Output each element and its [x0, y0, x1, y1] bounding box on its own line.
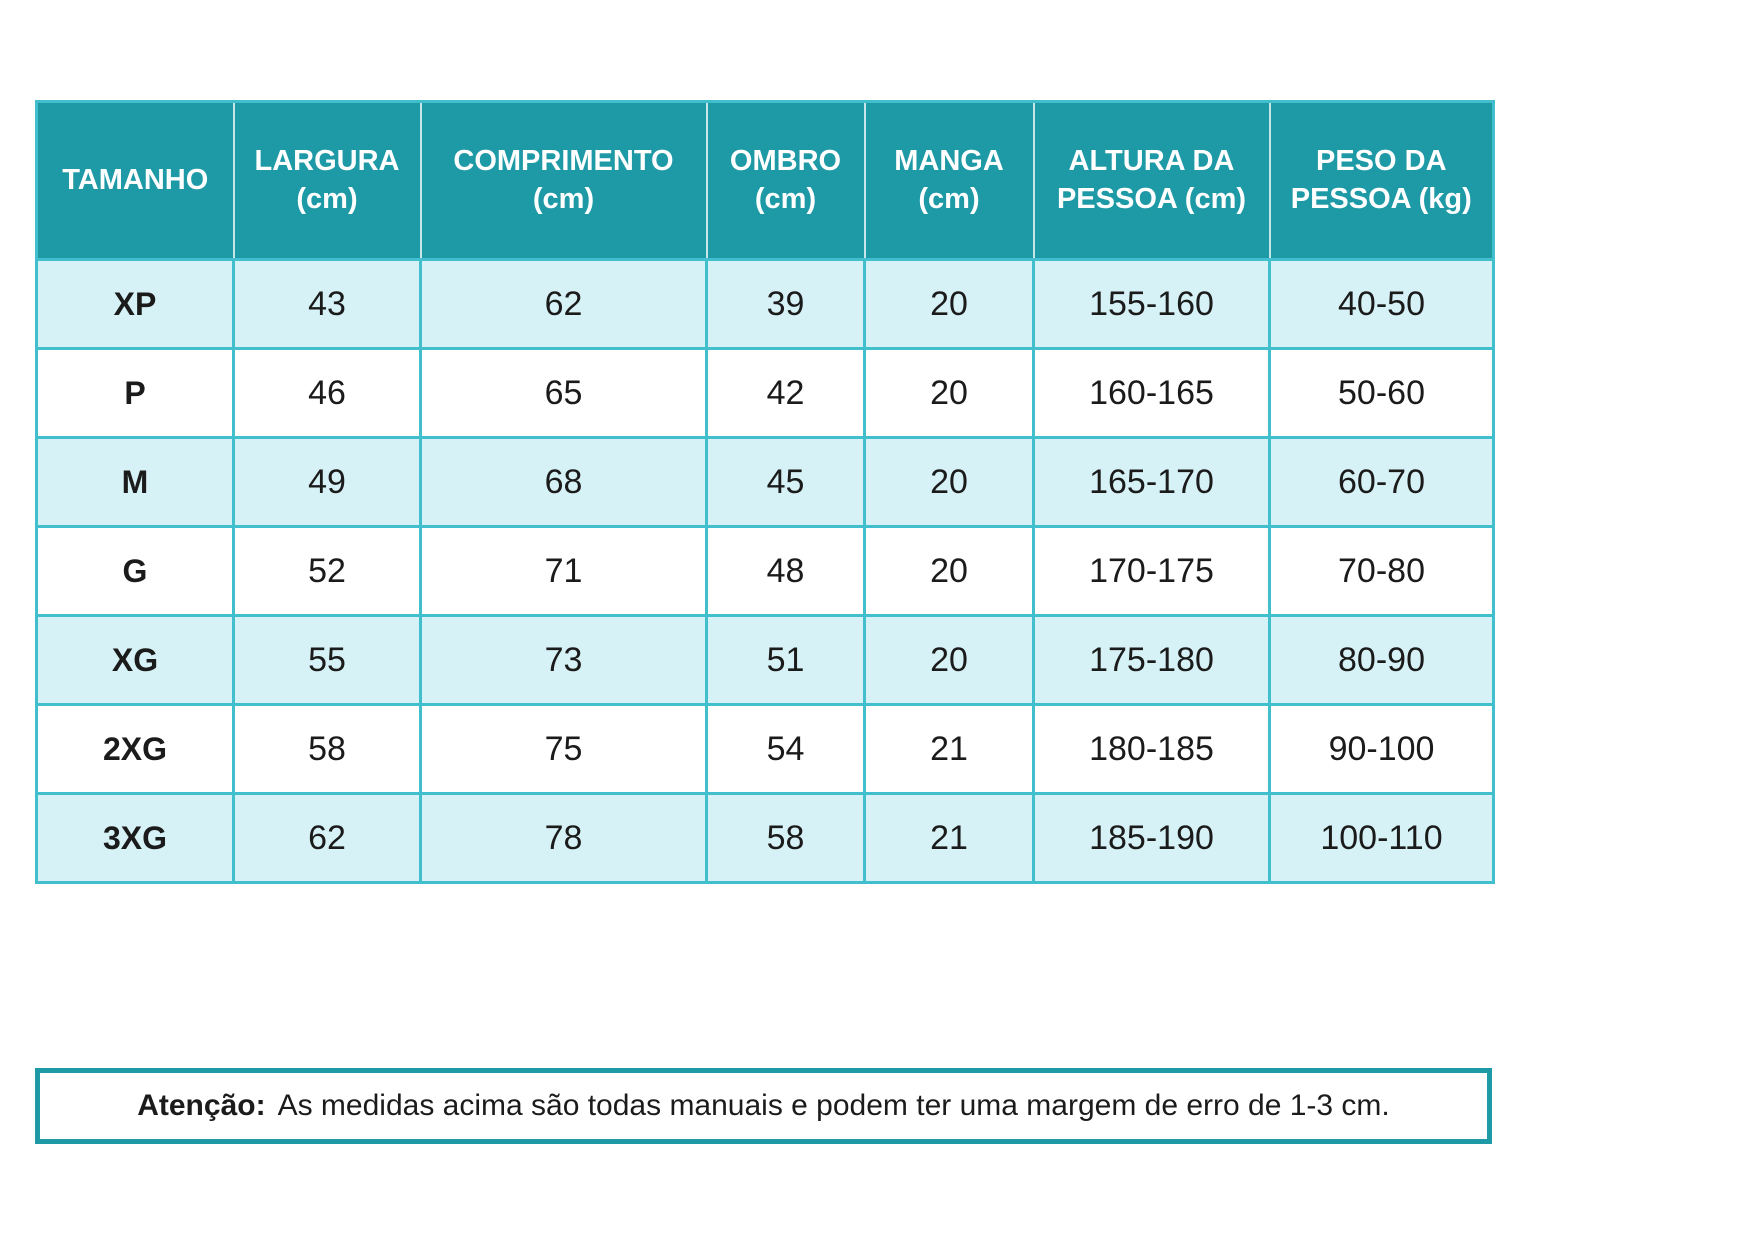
table-row-xp: XP 43 62 39 20 155-160 40-50	[35, 258, 1495, 350]
cell-largura: 52	[232, 525, 422, 617]
cell-manga: 21	[863, 792, 1035, 884]
cell-size: M	[35, 436, 235, 528]
cell-ombro: 48	[705, 525, 866, 617]
cell-comprimento: 65	[419, 347, 708, 439]
cell-ombro: 54	[705, 703, 866, 795]
cell-size: 2XG	[35, 703, 235, 795]
col-header-tamanho: TAMANHO	[35, 100, 235, 261]
cell-size: XG	[35, 614, 235, 706]
cell-peso: 100-110	[1268, 792, 1495, 884]
cell-comprimento: 68	[419, 436, 708, 528]
cell-comprimento: 78	[419, 792, 708, 884]
col-header-largura: LARGURA (cm)	[232, 100, 422, 261]
cell-peso: 50-60	[1268, 347, 1495, 439]
table-row-xg: XG 55 73 51 20 175-180 80-90	[35, 614, 1495, 706]
cell-altura: 175-180	[1032, 614, 1271, 706]
attention-note-box: Atenção: As medidas acima são todas manu…	[35, 1068, 1492, 1144]
cell-peso: 60-70	[1268, 436, 1495, 528]
cell-ombro: 51	[705, 614, 866, 706]
cell-ombro: 45	[705, 436, 866, 528]
cell-comprimento: 75	[419, 703, 708, 795]
cell-size: XP	[35, 258, 235, 350]
col-header-peso: PESO DA PESSOA (kg)	[1268, 100, 1495, 261]
cell-comprimento: 62	[419, 258, 708, 350]
size-chart-table: TAMANHO LARGURA (cm) COMPRIMENTO (cm) OM…	[35, 100, 1495, 884]
col-header-comprimento: COMPRIMENTO (cm)	[419, 100, 708, 261]
cell-manga: 21	[863, 703, 1035, 795]
table-header: TAMANHO LARGURA (cm) COMPRIMENTO (cm) OM…	[35, 100, 1495, 261]
cell-altura: 160-165	[1032, 347, 1271, 439]
col-header-ombro: OMBRO (cm)	[705, 100, 866, 261]
table-body: XP 43 62 39 20 155-160 40-50 P 46 65 42 …	[35, 258, 1495, 884]
table-row-2xg: 2XG 58 75 54 21 180-185 90-100	[35, 703, 1495, 795]
table-row-m: M 49 68 45 20 165-170 60-70	[35, 436, 1495, 528]
attention-note-label: Atenção:	[137, 1089, 266, 1122]
cell-manga: 20	[863, 436, 1035, 528]
cell-largura: 49	[232, 436, 422, 528]
cell-peso: 90-100	[1268, 703, 1495, 795]
cell-largura: 62	[232, 792, 422, 884]
cell-altura: 170-175	[1032, 525, 1271, 617]
cell-peso: 40-50	[1268, 258, 1495, 350]
cell-ombro: 39	[705, 258, 866, 350]
cell-largura: 43	[232, 258, 422, 350]
table-row-g: G 52 71 48 20 170-175 70-80	[35, 525, 1495, 617]
cell-size: 3XG	[35, 792, 235, 884]
table-row-3xg: 3XG 62 78 58 21 185-190 100-110	[35, 792, 1495, 884]
cell-comprimento: 71	[419, 525, 708, 617]
cell-manga: 20	[863, 258, 1035, 350]
cell-manga: 20	[863, 347, 1035, 439]
cell-comprimento: 73	[419, 614, 708, 706]
col-header-manga: MANGA (cm)	[863, 100, 1035, 261]
header-row: TAMANHO LARGURA (cm) COMPRIMENTO (cm) OM…	[35, 100, 1495, 261]
cell-altura: 165-170	[1032, 436, 1271, 528]
cell-largura: 58	[232, 703, 422, 795]
col-header-altura: ALTURA DA PESSOA (cm)	[1032, 100, 1271, 261]
cell-altura: 180-185	[1032, 703, 1271, 795]
cell-altura: 155-160	[1032, 258, 1271, 350]
cell-manga: 20	[863, 614, 1035, 706]
cell-largura: 46	[232, 347, 422, 439]
cell-peso: 80-90	[1268, 614, 1495, 706]
attention-note-text: As medidas acima são todas manuais e pod…	[277, 1089, 1390, 1122]
cell-ombro: 58	[705, 792, 866, 884]
cell-peso: 70-80	[1268, 525, 1495, 617]
cell-size: G	[35, 525, 235, 617]
cell-manga: 20	[863, 525, 1035, 617]
cell-ombro: 42	[705, 347, 866, 439]
cell-size: P	[35, 347, 235, 439]
cell-largura: 55	[232, 614, 422, 706]
table-row-p: P 46 65 42 20 160-165 50-60	[35, 347, 1495, 439]
cell-altura: 185-190	[1032, 792, 1271, 884]
